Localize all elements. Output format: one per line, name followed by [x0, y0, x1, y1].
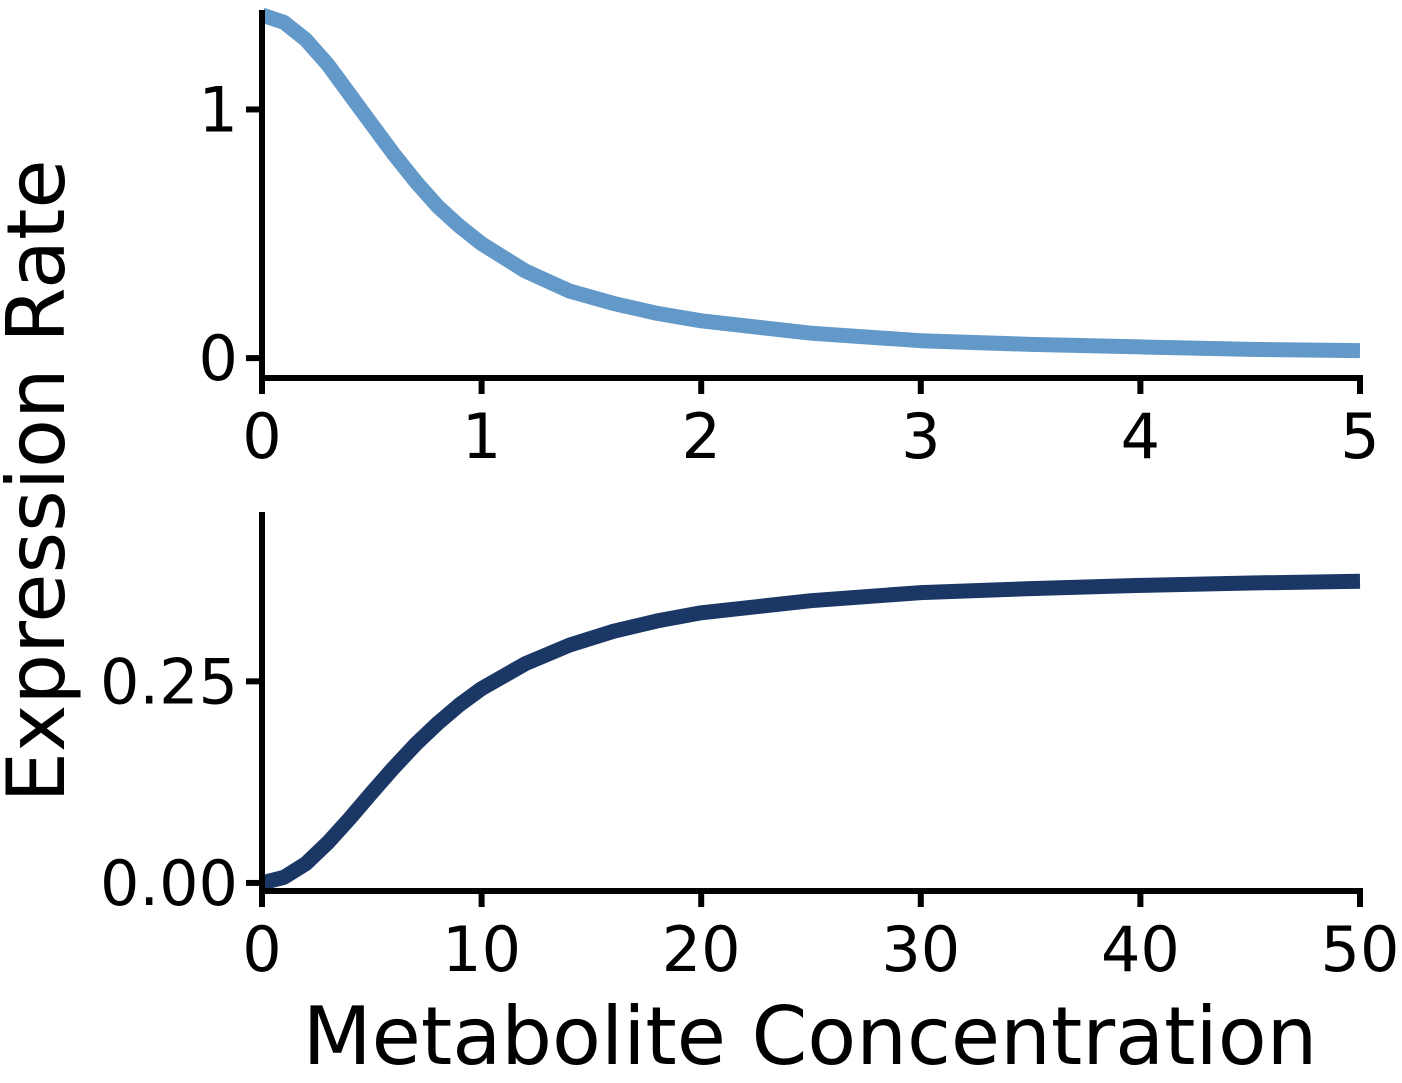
x-tick-label: 3: [901, 400, 940, 473]
x-tick-label: 0: [242, 400, 281, 473]
x-axis-label: Metabolite Concentration: [303, 990, 1318, 1083]
y-tick-label: 0.00: [100, 847, 238, 920]
series-line-2-1: [260, 573, 1361, 891]
x-tick-label: 40: [1101, 913, 1180, 986]
x-tick-label: 50: [1321, 913, 1400, 986]
x-tick-label: 5: [1340, 400, 1379, 473]
y-tick-label: 0: [199, 322, 238, 395]
x-tick-label: 30: [881, 913, 960, 986]
series-line-1-1: [259, 7, 1361, 359]
x-tick-label: 1: [462, 400, 501, 473]
x-tick-label: 4: [1121, 400, 1160, 473]
x-tick-label: 0: [242, 913, 281, 986]
x-tick-label: 10: [442, 913, 521, 986]
x-tick-label: 20: [662, 913, 741, 986]
y-tick-label: 1: [199, 73, 238, 146]
x-tick-label: 2: [681, 400, 720, 473]
bottom-panel: 0 10 20 30 40 50 0.00 0.25: [100, 512, 1400, 986]
y-tick-label: 0.25: [100, 645, 238, 718]
y-axis-label: Expression Rate: [0, 159, 83, 802]
top-panel: 0 1 2 3 4 5 0 1: [199, 7, 1380, 473]
